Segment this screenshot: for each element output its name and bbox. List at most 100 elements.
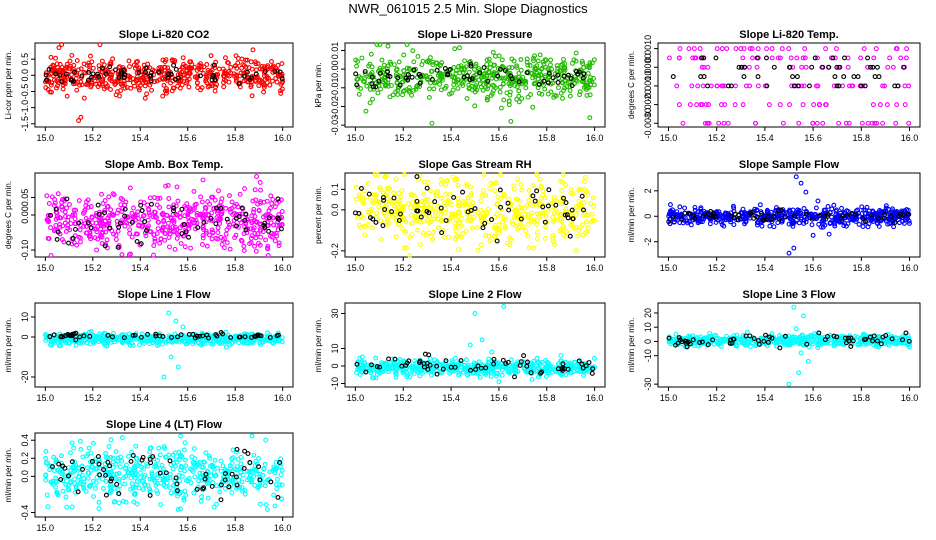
data-point-all: [92, 78, 98, 84]
data-point-all: [226, 68, 232, 74]
data-point-all: [557, 67, 563, 73]
data-point-all: [221, 71, 227, 77]
data-point-all: [149, 87, 154, 93]
data-point-all: [248, 59, 254, 65]
data-point-all: [186, 84, 192, 90]
data-point-selected: [89, 74, 95, 80]
data-point-all: [144, 64, 150, 70]
data-point-all: [877, 102, 883, 108]
y-tick-label: -0.03: [330, 115, 340, 136]
data-point-all: [367, 87, 373, 92]
data-point-all: [279, 61, 285, 67]
data-point-all: [858, 55, 864, 61]
data-point-selected: [134, 238, 140, 244]
data-point-selected: [103, 71, 109, 77]
data-point-all: [432, 80, 438, 86]
data-point-all: [542, 57, 548, 63]
x-tick-label: 15.0: [37, 133, 55, 143]
data-point-all: [462, 58, 468, 64]
data-point-all: [496, 379, 502, 385]
x-tick-label: 15.4: [756, 263, 774, 273]
data-point-all: [447, 191, 453, 197]
data-point-all: [740, 55, 746, 61]
data-point-all: [54, 85, 59, 91]
data-point-all: [539, 91, 545, 97]
data-point-all: [223, 231, 229, 237]
data-point-all: [367, 100, 373, 106]
data-point-all: [458, 63, 464, 69]
data-point-all: [501, 304, 507, 309]
data-point-all: [178, 78, 184, 84]
data-point-selected: [403, 75, 409, 81]
data-point-all: [583, 86, 589, 92]
data-point-all: [499, 75, 505, 81]
y-tick-label: -0.0030: [643, 108, 653, 139]
data-point-all: [524, 56, 530, 62]
data-point-all: [227, 246, 233, 252]
data-point-all: [410, 199, 416, 205]
data-point-all: [865, 64, 871, 70]
data-point-all: [48, 82, 54, 88]
data-point-selected: [837, 64, 843, 70]
x-tick-label: 16.0: [901, 133, 919, 143]
data-point-all: [490, 82, 496, 88]
data-point-all: [86, 62, 92, 68]
data-point-selected: [512, 374, 517, 380]
data-point-all: [188, 59, 194, 65]
data-point-selected: [516, 79, 522, 85]
data-point-selected: [764, 83, 770, 89]
y-tick-label: 10: [643, 322, 653, 332]
data-point-all: [529, 210, 535, 216]
data-point-all: [809, 222, 815, 228]
data-point-all: [100, 201, 106, 207]
data-point-all: [242, 186, 247, 192]
data-point-all: [430, 59, 436, 65]
data-point-all: [676, 102, 682, 108]
data-point-all: [583, 219, 589, 225]
data-point-selected: [86, 69, 92, 75]
y-tick-label: 0: [20, 334, 30, 339]
data-point-all: [815, 83, 821, 89]
data-point-all: [431, 86, 437, 92]
data-point-all: [720, 83, 726, 89]
data-point-all: [850, 83, 856, 89]
data-point-all: [492, 53, 498, 59]
data-point-all: [406, 85, 412, 91]
data-point-all: [800, 102, 806, 108]
data-point-all: [747, 83, 753, 89]
data-point-all: [697, 46, 703, 52]
data-point-selected: [236, 81, 242, 86]
data-point-all: [99, 70, 105, 75]
data-point-all: [235, 55, 241, 61]
data-point-all: [163, 183, 169, 189]
data-point-selected: [713, 55, 719, 61]
data-point-all: [144, 91, 150, 97]
data-point-all: [491, 69, 497, 75]
data-point-selected: [405, 72, 411, 78]
data-point-selected: [197, 73, 203, 79]
data-point-all: [591, 75, 596, 81]
data-point-all: [530, 104, 536, 110]
data-point-all: [880, 83, 886, 89]
data-point-all: [369, 64, 375, 70]
data-point-all: [787, 102, 792, 108]
data-point-all: [506, 65, 512, 70]
data-point-all: [127, 185, 133, 191]
data-point-all: [519, 187, 525, 193]
data-point-all: [700, 83, 706, 89]
data-point-all: [823, 102, 829, 108]
data-point-selected: [742, 64, 748, 70]
data-point-selected: [186, 234, 192, 240]
data-point-all: [43, 85, 49, 91]
x-tick-label: 15.0: [37, 393, 55, 403]
x-tick-label: 15.4: [131, 263, 149, 273]
data-point-all: [355, 58, 361, 64]
data-point-all: [477, 68, 483, 73]
data-point-all: [688, 222, 694, 228]
data-point-all: [126, 58, 132, 64]
data-point-all: [124, 85, 130, 90]
data-point-all: [175, 364, 181, 370]
y-tick-label: -30: [643, 378, 653, 391]
